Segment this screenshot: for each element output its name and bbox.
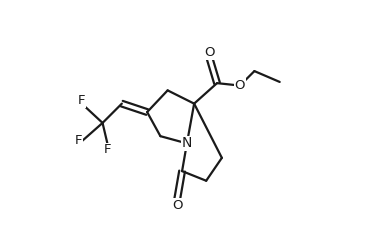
Text: O: O: [172, 199, 183, 212]
Text: F: F: [104, 143, 111, 156]
Text: F: F: [78, 94, 86, 107]
Text: O: O: [204, 46, 215, 59]
Text: O: O: [235, 79, 245, 92]
Text: F: F: [75, 134, 82, 147]
Text: N: N: [182, 136, 192, 150]
